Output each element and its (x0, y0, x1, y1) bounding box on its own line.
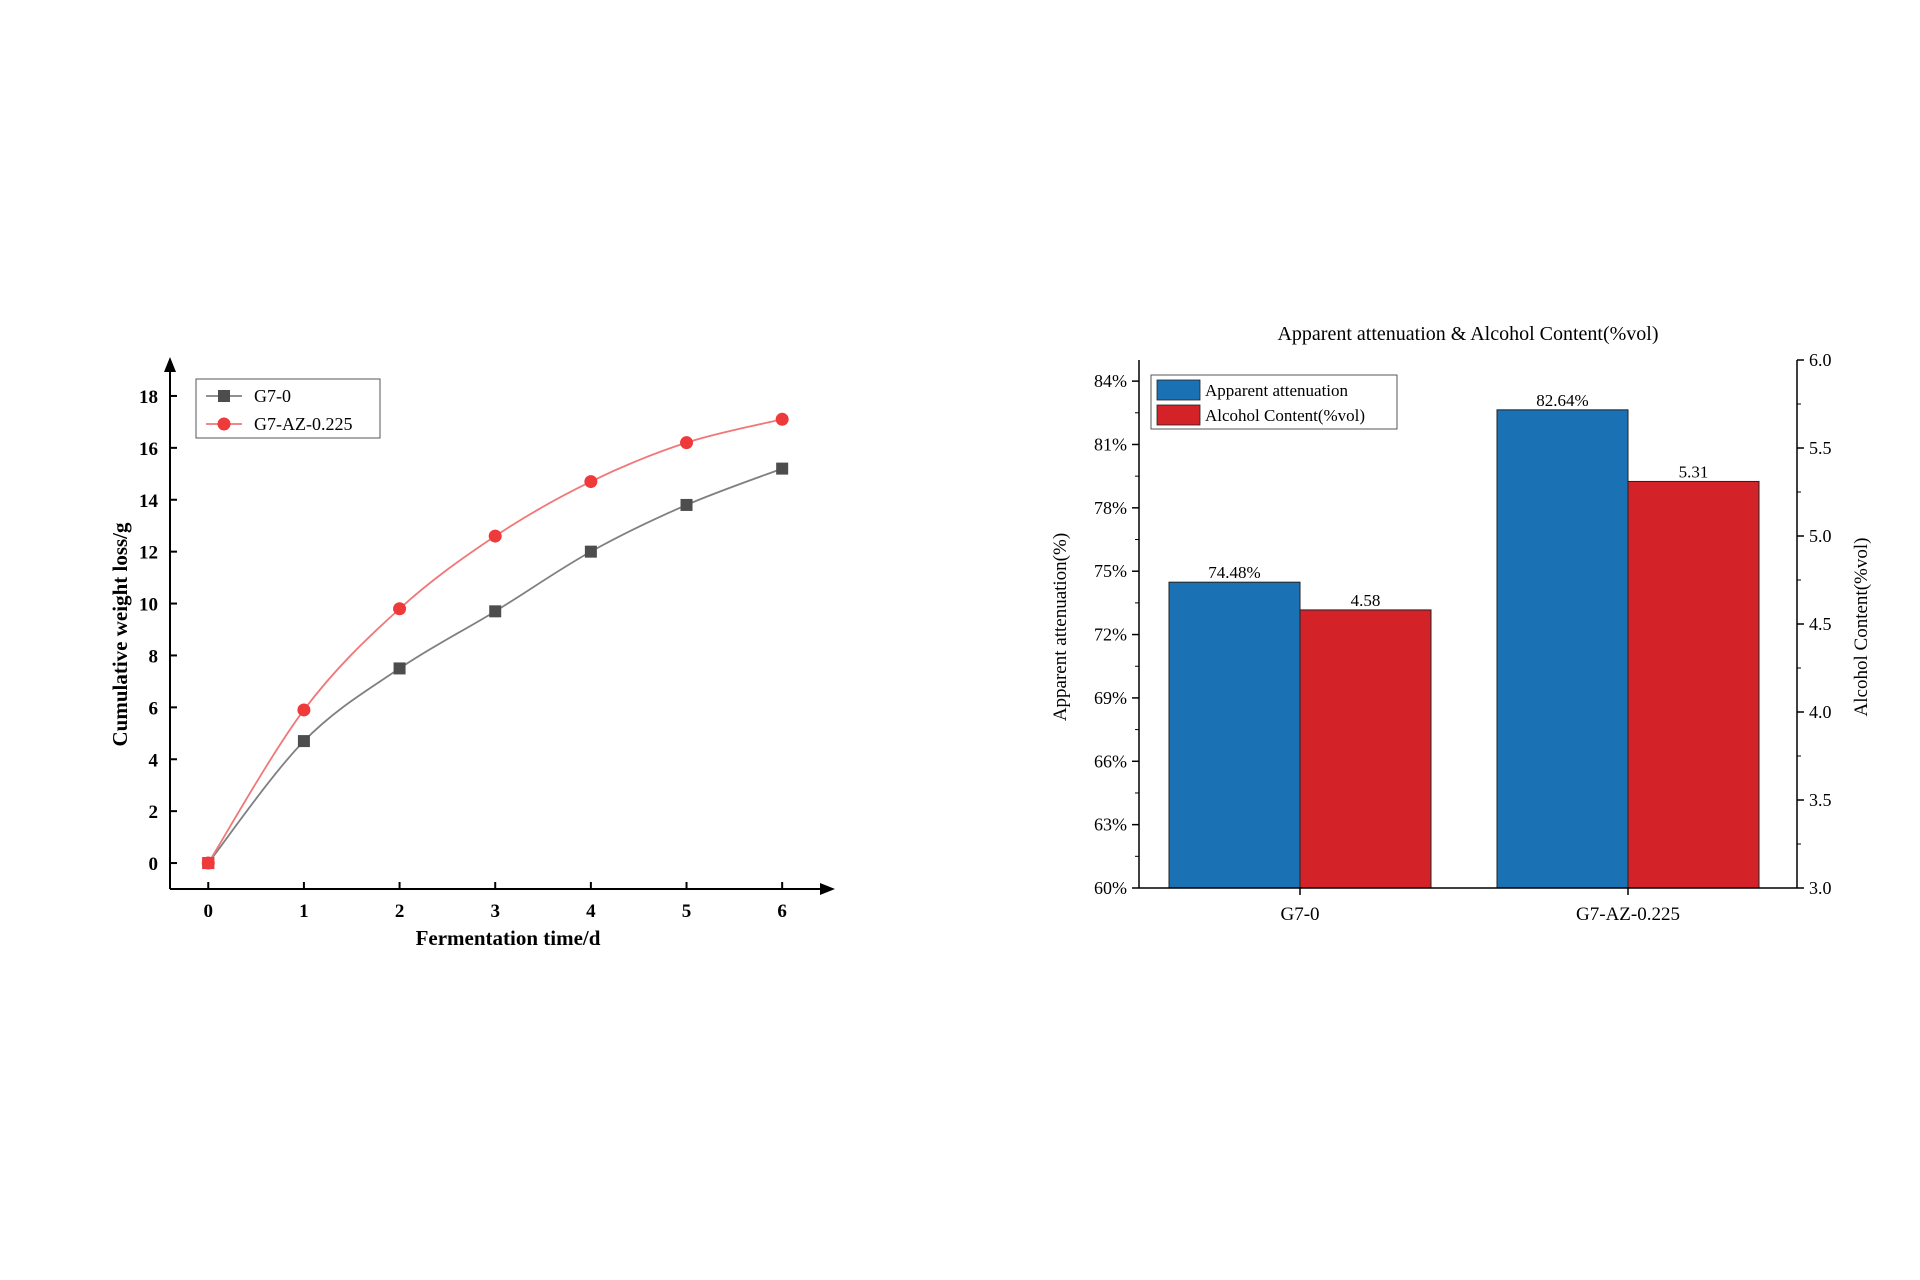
bar-chart: Apparent attenuation & Alcohol Content(%… (1050, 323, 1872, 925)
data-point-square (776, 462, 789, 475)
x-tick-label: G7-AZ-0.225 (1576, 904, 1680, 925)
left-tick-label: 60% (1094, 878, 1127, 898)
left-tick-label: 84% (1094, 371, 1127, 391)
data-point-circle (775, 412, 789, 426)
y-tick-label: 16 (139, 439, 158, 460)
y-tick-label: 12 (139, 543, 158, 564)
x-tick-label: G7-0 (1280, 904, 1319, 925)
line-chart-legend: G7-0 G7-AZ-0.225 (195, 378, 381, 439)
data-point-square (489, 605, 502, 618)
legend-label: Apparent attenuation (1205, 381, 1349, 400)
y-tick-label: 4 (149, 750, 159, 771)
bar-alcohol (1627, 480, 1760, 889)
bar-chart-legend: Apparent attenuation Alcohol Content(%vol… (1150, 374, 1398, 430)
data-point-square (584, 545, 597, 558)
line-chart-y-axis-label: Cumulative weight loss/g (108, 522, 132, 747)
x-tick-label: 5 (682, 901, 692, 922)
y-tick-label: 14 (139, 491, 159, 512)
data-point-square (297, 735, 310, 748)
data-point-circle (680, 436, 694, 450)
y-tick-label: 0 (149, 854, 159, 875)
x-tick-label: 1 (299, 901, 309, 922)
data-point-circle (297, 703, 311, 717)
line-chart-x-axis-label: Fermentation time/d (416, 926, 601, 950)
line-chart-series (201, 412, 789, 870)
left-tick-label: 63% (1094, 815, 1127, 835)
left-tick-label: 69% (1094, 688, 1127, 708)
data-point-circle (488, 529, 502, 543)
bar-attenuation (1496, 409, 1629, 889)
data-point-circle (584, 475, 598, 489)
x-tick-label: 0 (204, 901, 214, 922)
x-tick-label: 4 (586, 901, 596, 922)
y-tick-label: 18 (139, 387, 158, 408)
x-tick-label: 3 (490, 901, 500, 922)
legend-swatch (1156, 379, 1201, 401)
right-tick-label: 4.5 (1809, 614, 1832, 634)
data-point-origin-overlap (202, 857, 215, 870)
left-tick-label: 66% (1094, 751, 1127, 771)
legend-label: G7-0 (254, 386, 291, 406)
data-point-square (393, 662, 406, 675)
series-line-G7-0 (207, 467, 783, 864)
right-tick-label: 3.0 (1809, 878, 1832, 898)
right-tick-label: 5.0 (1809, 526, 1832, 546)
y-axis-arrow (164, 357, 176, 372)
y-tick-label: 6 (149, 698, 159, 719)
bar-alcohol (1299, 609, 1432, 889)
legend-marker (218, 390, 230, 402)
right-tick-label: 4.0 (1809, 702, 1832, 722)
data-point-square (680, 498, 693, 511)
bar-attenuation (1168, 581, 1301, 889)
y-tick-label: 2 (149, 802, 159, 823)
x-tick-label: 6 (777, 901, 787, 922)
bar-chart-bars: 74.48% 4.58 82.64% 5.31 (1168, 391, 1760, 889)
right-tick-label: 5.5 (1809, 438, 1832, 458)
right-tick-label: 3.5 (1809, 790, 1832, 810)
series-line-G7-AZ-0.225 (207, 418, 783, 864)
bar-value-label: 74.48% (1208, 563, 1260, 582)
left-tick-label: 72% (1094, 625, 1127, 645)
bar-chart-title: Apparent attenuation & Alcohol Content(%… (1277, 323, 1658, 345)
legend-label: G7-AZ-0.225 (254, 414, 352, 434)
bar-chart-axes: 60% 63% 66% 69% 72% 75% 78% 81% 84% 3.0 3.5 4.0 4.5 5… (1094, 350, 1832, 925)
left-tick-label: 78% (1094, 498, 1127, 518)
x-tick-label: 2 (395, 901, 405, 922)
bar-chart-left-axis-label: Apparent attenuation(%) (1050, 533, 1071, 721)
bar-chart-right-axis-label: Alcohol Content(%vol) (1851, 538, 1872, 717)
data-point-circle (393, 602, 407, 616)
bar-value-label: 82.64% (1536, 391, 1588, 410)
y-tick-label: 10 (139, 595, 158, 616)
left-tick-label: 75% (1094, 561, 1127, 581)
x-axis-arrow (820, 883, 835, 895)
legend-marker (217, 417, 231, 431)
right-tick-label: 6.0 (1809, 350, 1832, 370)
legend-swatch (1156, 404, 1201, 426)
legend-label: Alcohol Content(%vol) (1205, 406, 1365, 425)
bar-value-label: 5.31 (1679, 462, 1709, 481)
y-tick-label: 8 (149, 646, 159, 667)
left-tick-label: 81% (1094, 434, 1127, 454)
bar-value-label: 4.58 (1351, 591, 1381, 610)
